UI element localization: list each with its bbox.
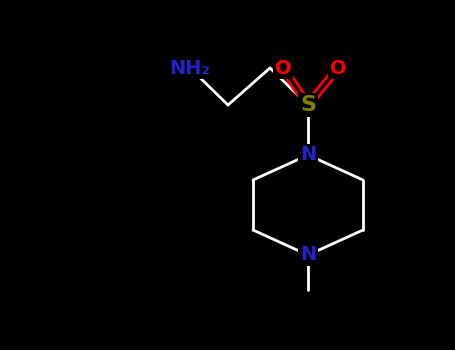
Text: O: O (330, 58, 346, 77)
Text: N: N (300, 146, 316, 164)
Text: S: S (300, 95, 316, 115)
Text: N: N (300, 245, 316, 265)
Text: NH₂: NH₂ (170, 58, 211, 77)
Text: O: O (275, 58, 291, 77)
